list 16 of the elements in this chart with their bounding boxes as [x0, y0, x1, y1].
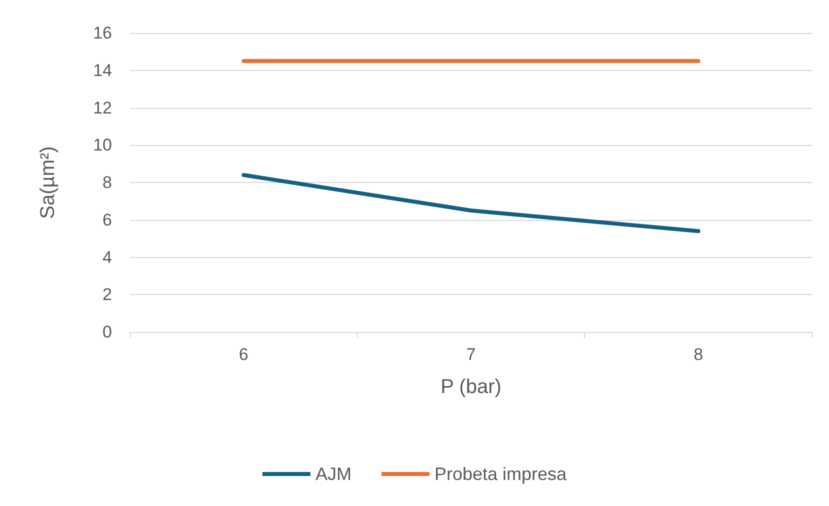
y-tick-label: 2 — [102, 285, 112, 304]
y-tick-label: 4 — [102, 248, 112, 267]
x-axis-title: P (bar) — [440, 376, 502, 398]
x-tick-label: 8 — [694, 345, 704, 364]
y-tick-label: 0 — [102, 322, 112, 342]
x-tick-label: 6 — [238, 345, 248, 364]
y-tick-label: 14 — [93, 60, 112, 80]
y-axis-title: Sa(µm²) — [37, 146, 59, 219]
legend-label: AJM — [315, 464, 352, 484]
x-tick-label: 7 — [466, 345, 476, 364]
y-tick-label: 16 — [93, 24, 112, 42]
y-tick-label: 8 — [102, 173, 112, 192]
y-tick-label: 12 — [93, 98, 112, 118]
y-tick-label: 6 — [102, 210, 112, 230]
y-tick-label: 10 — [93, 136, 112, 155]
legend-label: Probeta impresa — [434, 464, 568, 484]
